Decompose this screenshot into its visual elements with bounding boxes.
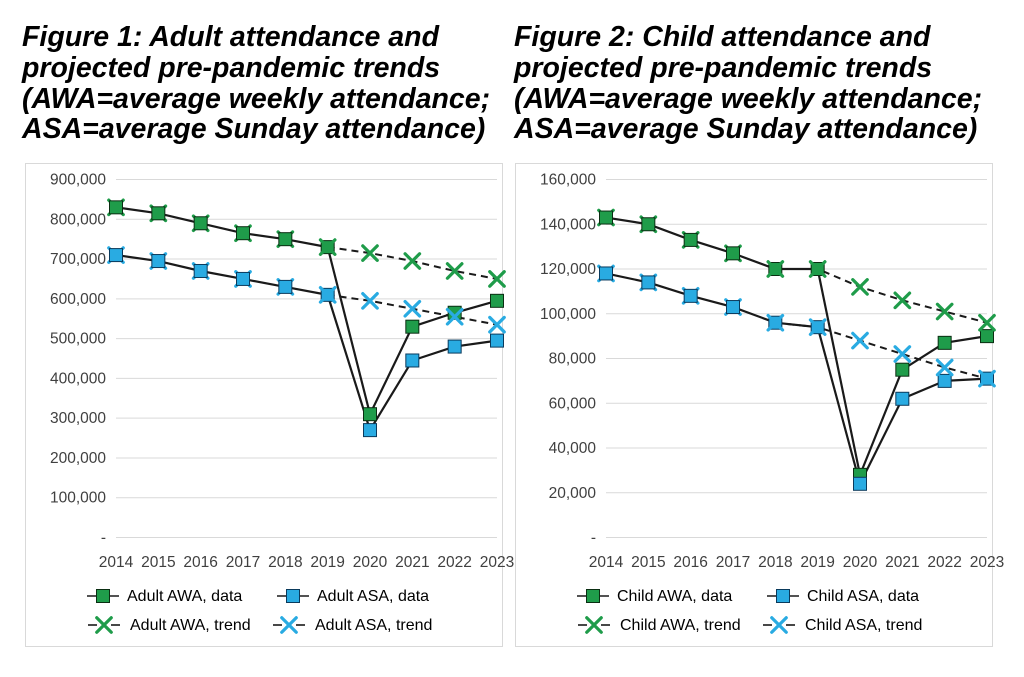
svg-text:2017: 2017 <box>226 554 260 571</box>
svg-text:800,000: 800,000 <box>50 211 106 228</box>
svg-text:100,000: 100,000 <box>540 306 596 323</box>
svg-text:Child ASA, data: Child ASA, data <box>807 588 919 605</box>
svg-text:2019: 2019 <box>310 554 344 571</box>
svg-text:700,000: 700,000 <box>50 251 106 268</box>
svg-text:160,000: 160,000 <box>540 172 596 189</box>
svg-text:-: - <box>101 530 106 547</box>
svg-text:120,000: 120,000 <box>540 261 596 278</box>
svg-text:2016: 2016 <box>183 554 217 571</box>
svg-text:500,000: 500,000 <box>50 331 106 348</box>
svg-text:2020: 2020 <box>843 554 878 571</box>
svg-text:140,000: 140,000 <box>540 216 596 233</box>
svg-text:2016: 2016 <box>673 554 707 571</box>
svg-text:2019: 2019 <box>800 554 834 571</box>
svg-text:Child AWA, data: Child AWA, data <box>617 588 732 605</box>
svg-text:2022: 2022 <box>927 554 961 571</box>
svg-text:60,000: 60,000 <box>549 395 597 412</box>
svg-text:2021: 2021 <box>885 554 919 571</box>
svg-text:200,000: 200,000 <box>50 450 106 467</box>
svg-text:2022: 2022 <box>437 554 471 571</box>
svg-text:600,000: 600,000 <box>50 291 106 308</box>
svg-text:2015: 2015 <box>141 554 175 571</box>
svg-text:2023: 2023 <box>480 554 514 571</box>
svg-text:40,000: 40,000 <box>549 440 597 457</box>
svg-text:900,000: 900,000 <box>50 172 106 189</box>
svg-text:Child ASA, trend: Child ASA, trend <box>805 617 922 634</box>
svg-text:2018: 2018 <box>758 554 792 571</box>
svg-text:2020: 2020 <box>353 554 388 571</box>
svg-text:Adult AWA, data: Adult AWA, data <box>127 588 242 605</box>
svg-text:2015: 2015 <box>631 554 665 571</box>
svg-text:80,000: 80,000 <box>549 351 597 368</box>
svg-text:2021: 2021 <box>395 554 429 571</box>
svg-text:-: - <box>591 530 596 547</box>
svg-text:2014: 2014 <box>589 554 624 571</box>
svg-text:100,000: 100,000 <box>50 490 106 507</box>
svg-text:Adult ASA, data: Adult ASA, data <box>317 588 429 605</box>
svg-text:2023: 2023 <box>970 554 1004 571</box>
svg-text:2014: 2014 <box>99 554 134 571</box>
svg-text:2018: 2018 <box>268 554 302 571</box>
svg-text:2017: 2017 <box>716 554 750 571</box>
svg-text:400,000: 400,000 <box>50 370 106 387</box>
svg-text:Child AWA, trend: Child AWA, trend <box>620 617 741 634</box>
svg-text:Adult AWA, trend: Adult AWA, trend <box>130 617 251 634</box>
svg-text:300,000: 300,000 <box>50 410 106 427</box>
svg-text:20,000: 20,000 <box>549 485 597 502</box>
svg-text:Adult ASA, trend: Adult ASA, trend <box>315 617 432 634</box>
